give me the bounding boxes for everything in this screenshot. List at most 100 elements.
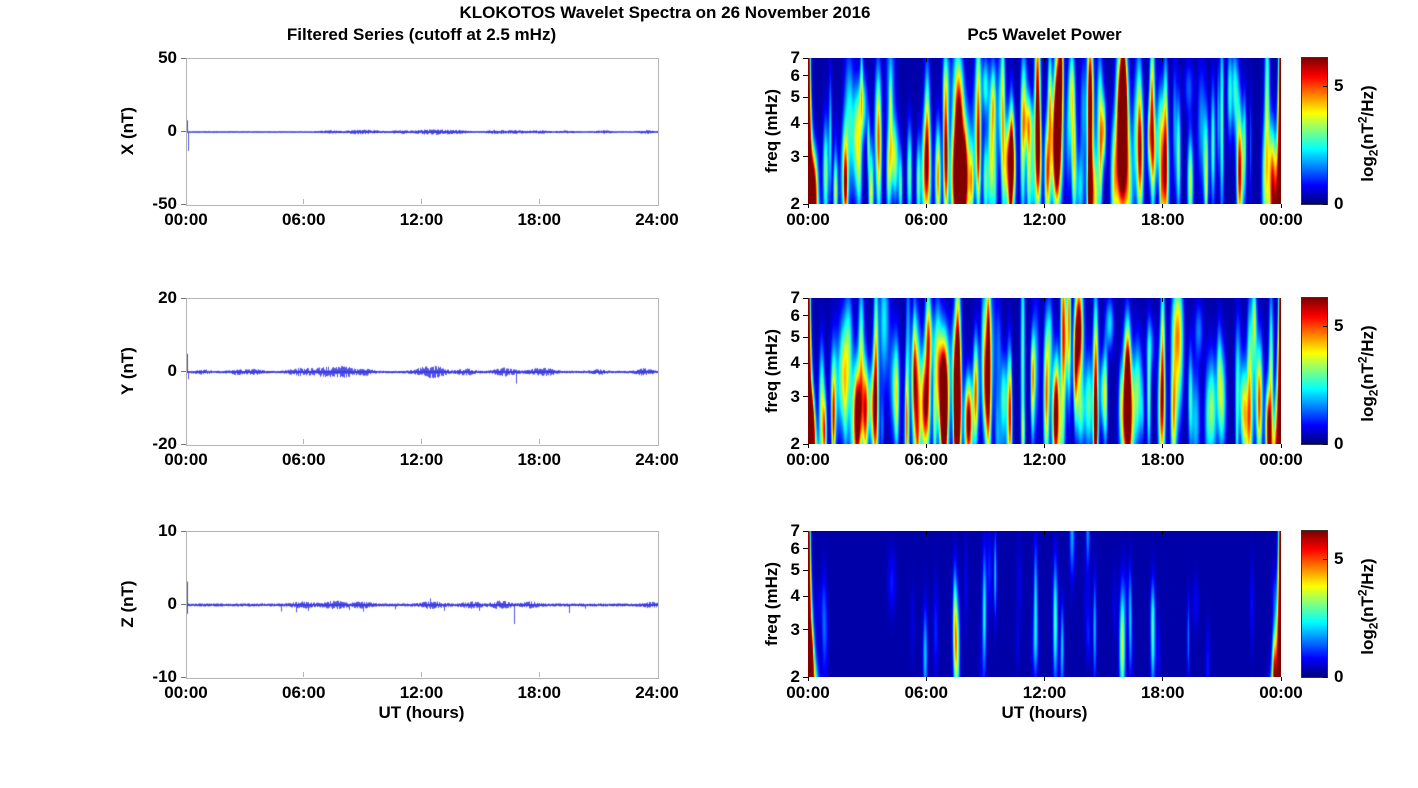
tick-mark xyxy=(1323,85,1327,87)
tick-mark xyxy=(925,204,927,208)
value-tick-label: 10 xyxy=(158,521,177,540)
tick-mark xyxy=(538,672,540,677)
time-tick-label: 12:00 xyxy=(399,683,444,702)
tick-mark xyxy=(803,629,808,631)
colorbar-tick-label: 0 xyxy=(1334,194,1344,213)
tick-mark xyxy=(181,370,186,372)
x-axis-title-left: UT (hours) xyxy=(378,703,465,722)
tick-mark xyxy=(303,199,305,204)
tick-mark xyxy=(181,530,186,532)
tick-mark xyxy=(807,677,809,681)
colorbar-tick-label: 5 xyxy=(1334,549,1344,569)
time-tick-label: 00:00 xyxy=(1259,683,1303,702)
tick-mark xyxy=(1044,444,1045,448)
y-axis-label-x: X (nT) xyxy=(118,106,137,156)
freq-tick-label: 3 xyxy=(790,146,800,166)
left-column-title: Filtered Series (cutoff at 2.5 mHz) xyxy=(286,25,557,44)
time-tick-label: 18:00 xyxy=(517,210,561,229)
x-series-trace-canvas xyxy=(187,59,658,205)
tick-mark xyxy=(421,439,422,444)
tick-mark xyxy=(1323,558,1327,560)
y-axis-label-z: Z (nT) xyxy=(118,580,137,628)
freq-tick-label: 5 xyxy=(790,327,800,347)
time-tick-label: 18:00 xyxy=(1141,683,1185,702)
tick-mark xyxy=(181,57,186,59)
value-tick-label: 20 xyxy=(158,288,177,307)
tick-mark xyxy=(925,677,927,681)
time-tick-label: 18:00 xyxy=(517,450,561,469)
freq-tick-label: 7 xyxy=(790,288,800,307)
tick-mark xyxy=(538,199,540,204)
tick-mark xyxy=(1044,298,1045,302)
tick-mark xyxy=(803,315,808,317)
time-tick-label: 12:00 xyxy=(399,210,444,229)
value-tick-label: 0 xyxy=(167,361,177,380)
freq-tick-label: 6 xyxy=(790,538,800,558)
tick-mark xyxy=(538,439,540,444)
time-tick-label: 12:00 xyxy=(1022,683,1067,702)
value-tick-label: 50 xyxy=(158,48,177,67)
freq-tick-label: 7 xyxy=(790,48,800,67)
freq-axis-label-2: freq (mHz) xyxy=(762,328,781,414)
value-tick-label: 0 xyxy=(167,594,177,613)
tick-mark xyxy=(803,75,808,77)
tick-mark xyxy=(803,336,808,338)
freq-tick-label: 7 xyxy=(790,521,800,540)
time-tick-label: 18:00 xyxy=(1141,210,1185,229)
time-tick-label: 00:00 xyxy=(786,450,830,469)
time-tick-label: 06:00 xyxy=(282,210,326,229)
time-tick-label: 00:00 xyxy=(1259,210,1303,229)
time-tick-label: 00:00 xyxy=(164,450,208,469)
time-tick-label: 00:00 xyxy=(786,210,830,229)
value-tick-label: -50 xyxy=(152,194,177,213)
tick-mark xyxy=(1044,204,1045,208)
tick-mark xyxy=(1044,677,1045,681)
colorbar-1 xyxy=(1301,57,1328,205)
freq-tick-label: 3 xyxy=(790,386,800,406)
tick-mark xyxy=(803,362,808,364)
freq-tick-label: 6 xyxy=(790,65,800,85)
tick-mark xyxy=(1044,58,1045,62)
tick-mark xyxy=(1280,677,1282,681)
colorbar-tick-label: 0 xyxy=(1334,667,1344,686)
tick-mark xyxy=(181,603,186,605)
time-tick-label: 18:00 xyxy=(1141,450,1185,469)
freq-tick-label: 5 xyxy=(790,87,800,107)
colorbar-label-3: log2(nT2/Hz) xyxy=(1355,558,1381,655)
tick-mark xyxy=(803,530,808,532)
tick-mark xyxy=(925,58,927,62)
y-series-trace-canvas xyxy=(187,299,658,445)
time-tick-label: 24:00 xyxy=(635,683,679,702)
tick-mark xyxy=(1323,203,1327,205)
tick-mark xyxy=(803,96,808,98)
freq-axis-label-3: freq (mHz) xyxy=(762,561,781,647)
colorbar-tick-label: 5 xyxy=(1334,76,1344,96)
tick-mark xyxy=(1162,58,1164,62)
freq-tick-label: 6 xyxy=(790,305,800,325)
tick-mark xyxy=(1044,531,1045,535)
x-wavelet-spectrogram-canvas xyxy=(808,58,1281,204)
tick-mark xyxy=(807,204,809,208)
time-tick-label: 12:00 xyxy=(1022,210,1067,229)
value-tick-label: 0 xyxy=(167,121,177,140)
tick-mark xyxy=(1162,204,1164,208)
time-tick-label: 06:00 xyxy=(282,450,326,469)
tick-mark xyxy=(1162,531,1164,535)
time-tick-label: 06:00 xyxy=(904,450,948,469)
tick-mark xyxy=(803,443,808,445)
value-tick-label: -20 xyxy=(152,434,177,453)
colorbar-3 xyxy=(1301,530,1328,678)
tick-mark xyxy=(803,548,808,550)
tick-mark xyxy=(803,203,808,205)
freq-tick-label: 4 xyxy=(790,353,800,373)
freq-tick-label: 2 xyxy=(790,434,800,453)
time-tick-label: 12:00 xyxy=(1022,450,1067,469)
tick-mark xyxy=(1162,298,1164,302)
tick-mark xyxy=(803,595,808,597)
colorbar-tick-label: 0 xyxy=(1334,434,1344,453)
tick-mark xyxy=(303,672,305,677)
colorbar-2 xyxy=(1301,297,1328,445)
freq-tick-label: 5 xyxy=(790,560,800,580)
tick-mark xyxy=(1323,443,1327,445)
